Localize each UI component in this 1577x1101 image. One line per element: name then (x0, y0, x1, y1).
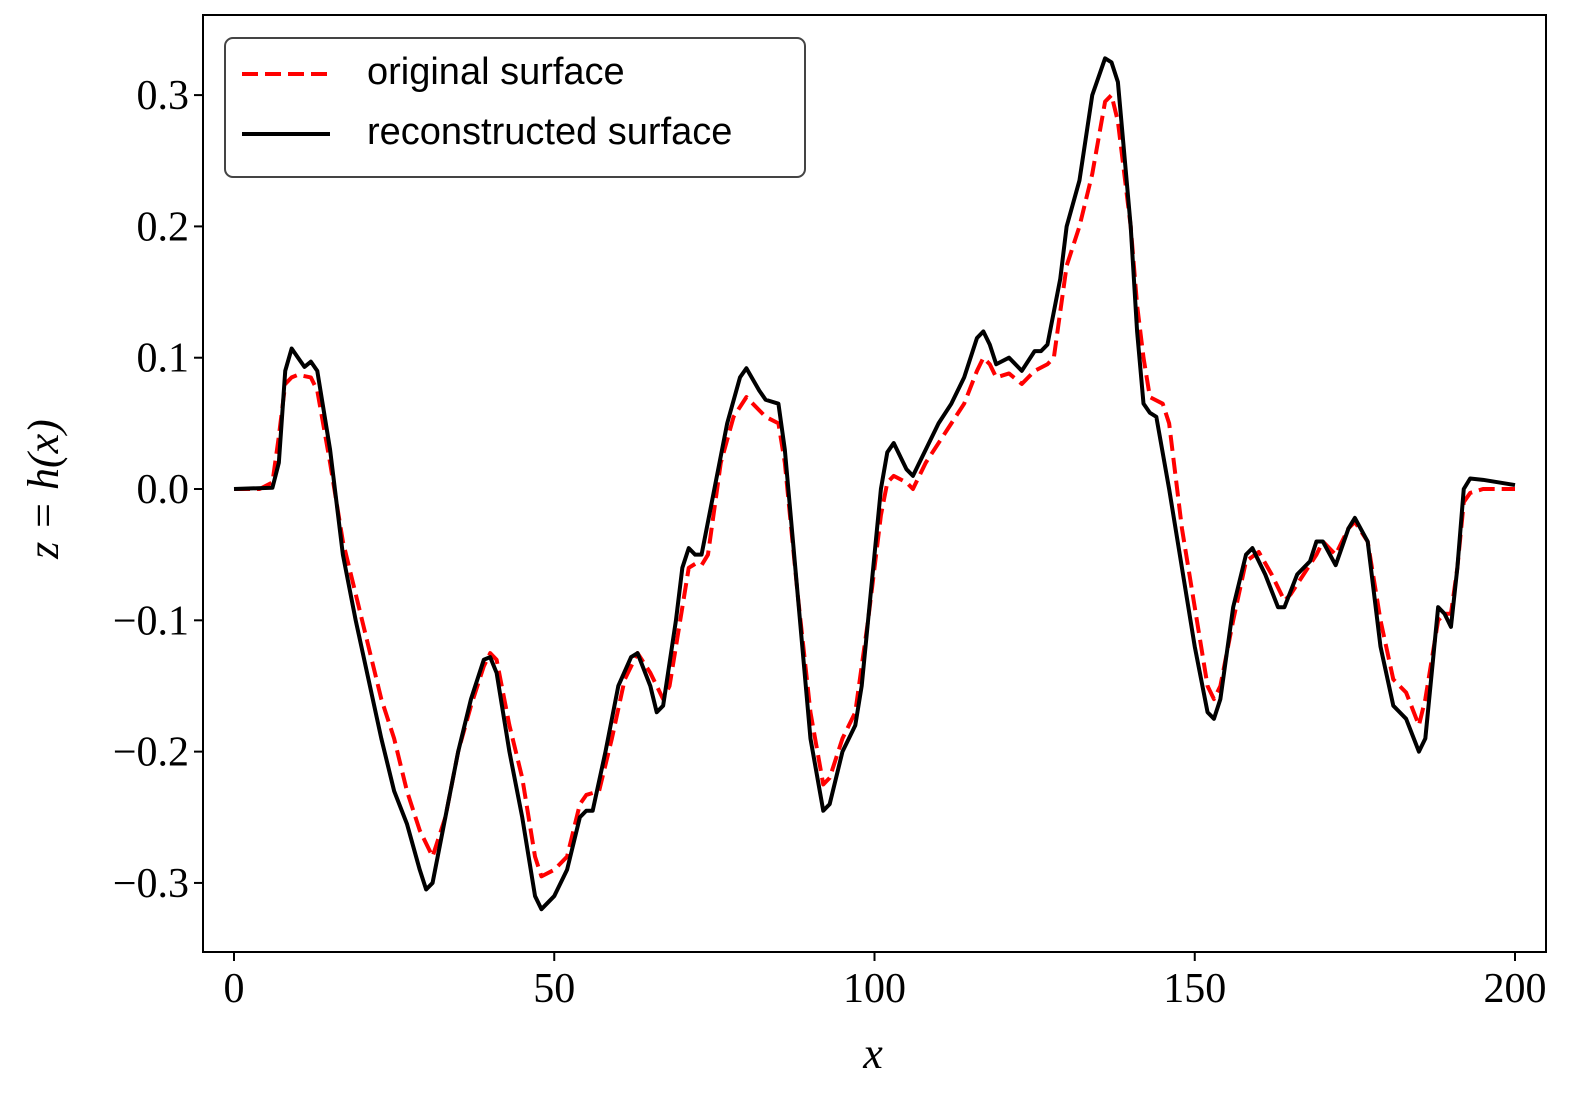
y-tick-label: 0.3 (137, 73, 190, 119)
y-tick-label: 0.2 (137, 204, 190, 250)
x-tick-label: 50 (533, 966, 575, 1012)
y-tick-label: −0.1 (113, 598, 189, 644)
y-axis-label: z = h(x) (19, 419, 68, 560)
y-tick-label: −0.3 (113, 861, 189, 907)
series-line (233, 56, 1516, 912)
legend: original surface reconstructed surface (224, 37, 806, 178)
x-axis-label: x (862, 1029, 883, 1078)
series-line (234, 93, 1515, 879)
legend-label: original surface (367, 51, 625, 93)
y-tick-label: 0.1 (137, 336, 190, 382)
y-tick-label: −0.2 (113, 730, 189, 776)
x-tick-label: 150 (1163, 966, 1226, 1012)
legend-label: reconstructed surface (367, 111, 732, 153)
x-tick-label: 100 (843, 966, 906, 1012)
y-tick-label: 0.0 (137, 467, 190, 513)
x-tick-label: 200 (1483, 966, 1546, 1012)
legend-box (224, 37, 806, 178)
x-tick-label: 0 (224, 966, 245, 1012)
